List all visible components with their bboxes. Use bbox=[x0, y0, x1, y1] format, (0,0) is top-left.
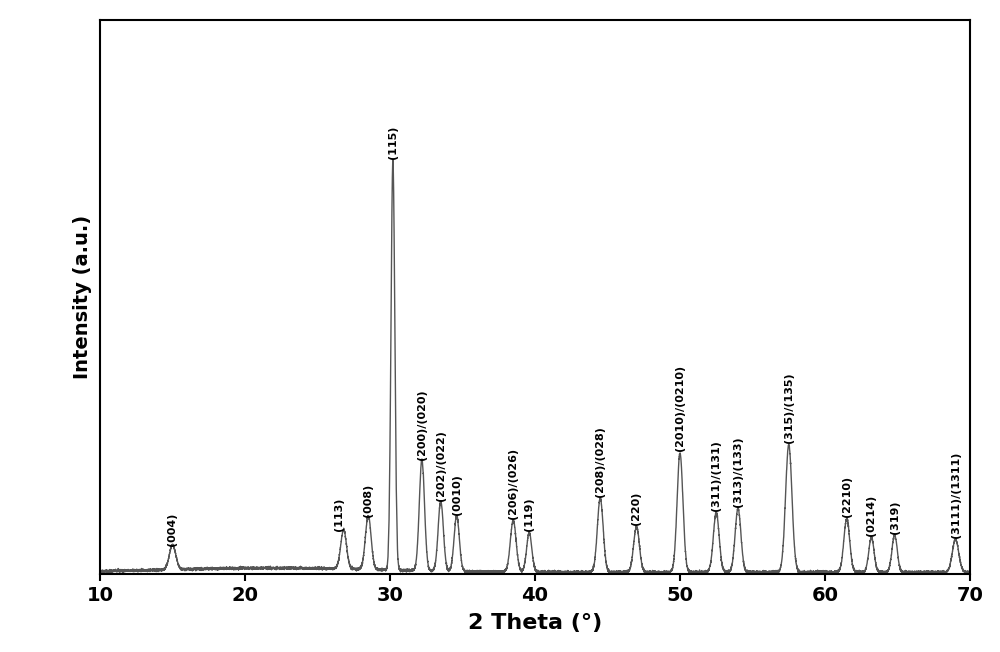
Text: (0214): (0214) bbox=[866, 494, 876, 535]
Text: (2210): (2210) bbox=[842, 476, 852, 517]
Text: (004): (004) bbox=[168, 512, 178, 546]
Text: (220): (220) bbox=[632, 492, 642, 526]
Text: (008): (008) bbox=[363, 484, 373, 517]
Text: (2010)/(0210): (2010)/(0210) bbox=[675, 365, 685, 451]
Text: (115): (115) bbox=[388, 126, 398, 159]
Text: (313)/(133): (313)/(133) bbox=[733, 436, 743, 507]
Text: (206)/(026): (206)/(026) bbox=[508, 448, 518, 519]
Text: (113): (113) bbox=[334, 498, 344, 531]
Text: (311)/(131): (311)/(131) bbox=[711, 440, 721, 511]
Text: (202)/(022): (202)/(022) bbox=[436, 430, 446, 501]
Text: (208)/(028): (208)/(028) bbox=[595, 426, 605, 497]
X-axis label: 2 Theta (°): 2 Theta (°) bbox=[468, 613, 602, 633]
Text: (0010): (0010) bbox=[452, 474, 462, 515]
Text: (119): (119) bbox=[524, 498, 534, 531]
Text: (315)/(135): (315)/(135) bbox=[784, 372, 794, 443]
Text: (200)/(020): (200)/(020) bbox=[417, 389, 427, 460]
Y-axis label: Intensity (a.u.): Intensity (a.u.) bbox=[73, 215, 92, 379]
Text: (319): (319) bbox=[890, 500, 900, 533]
Text: (3111)/(1311): (3111)/(1311) bbox=[950, 451, 960, 538]
